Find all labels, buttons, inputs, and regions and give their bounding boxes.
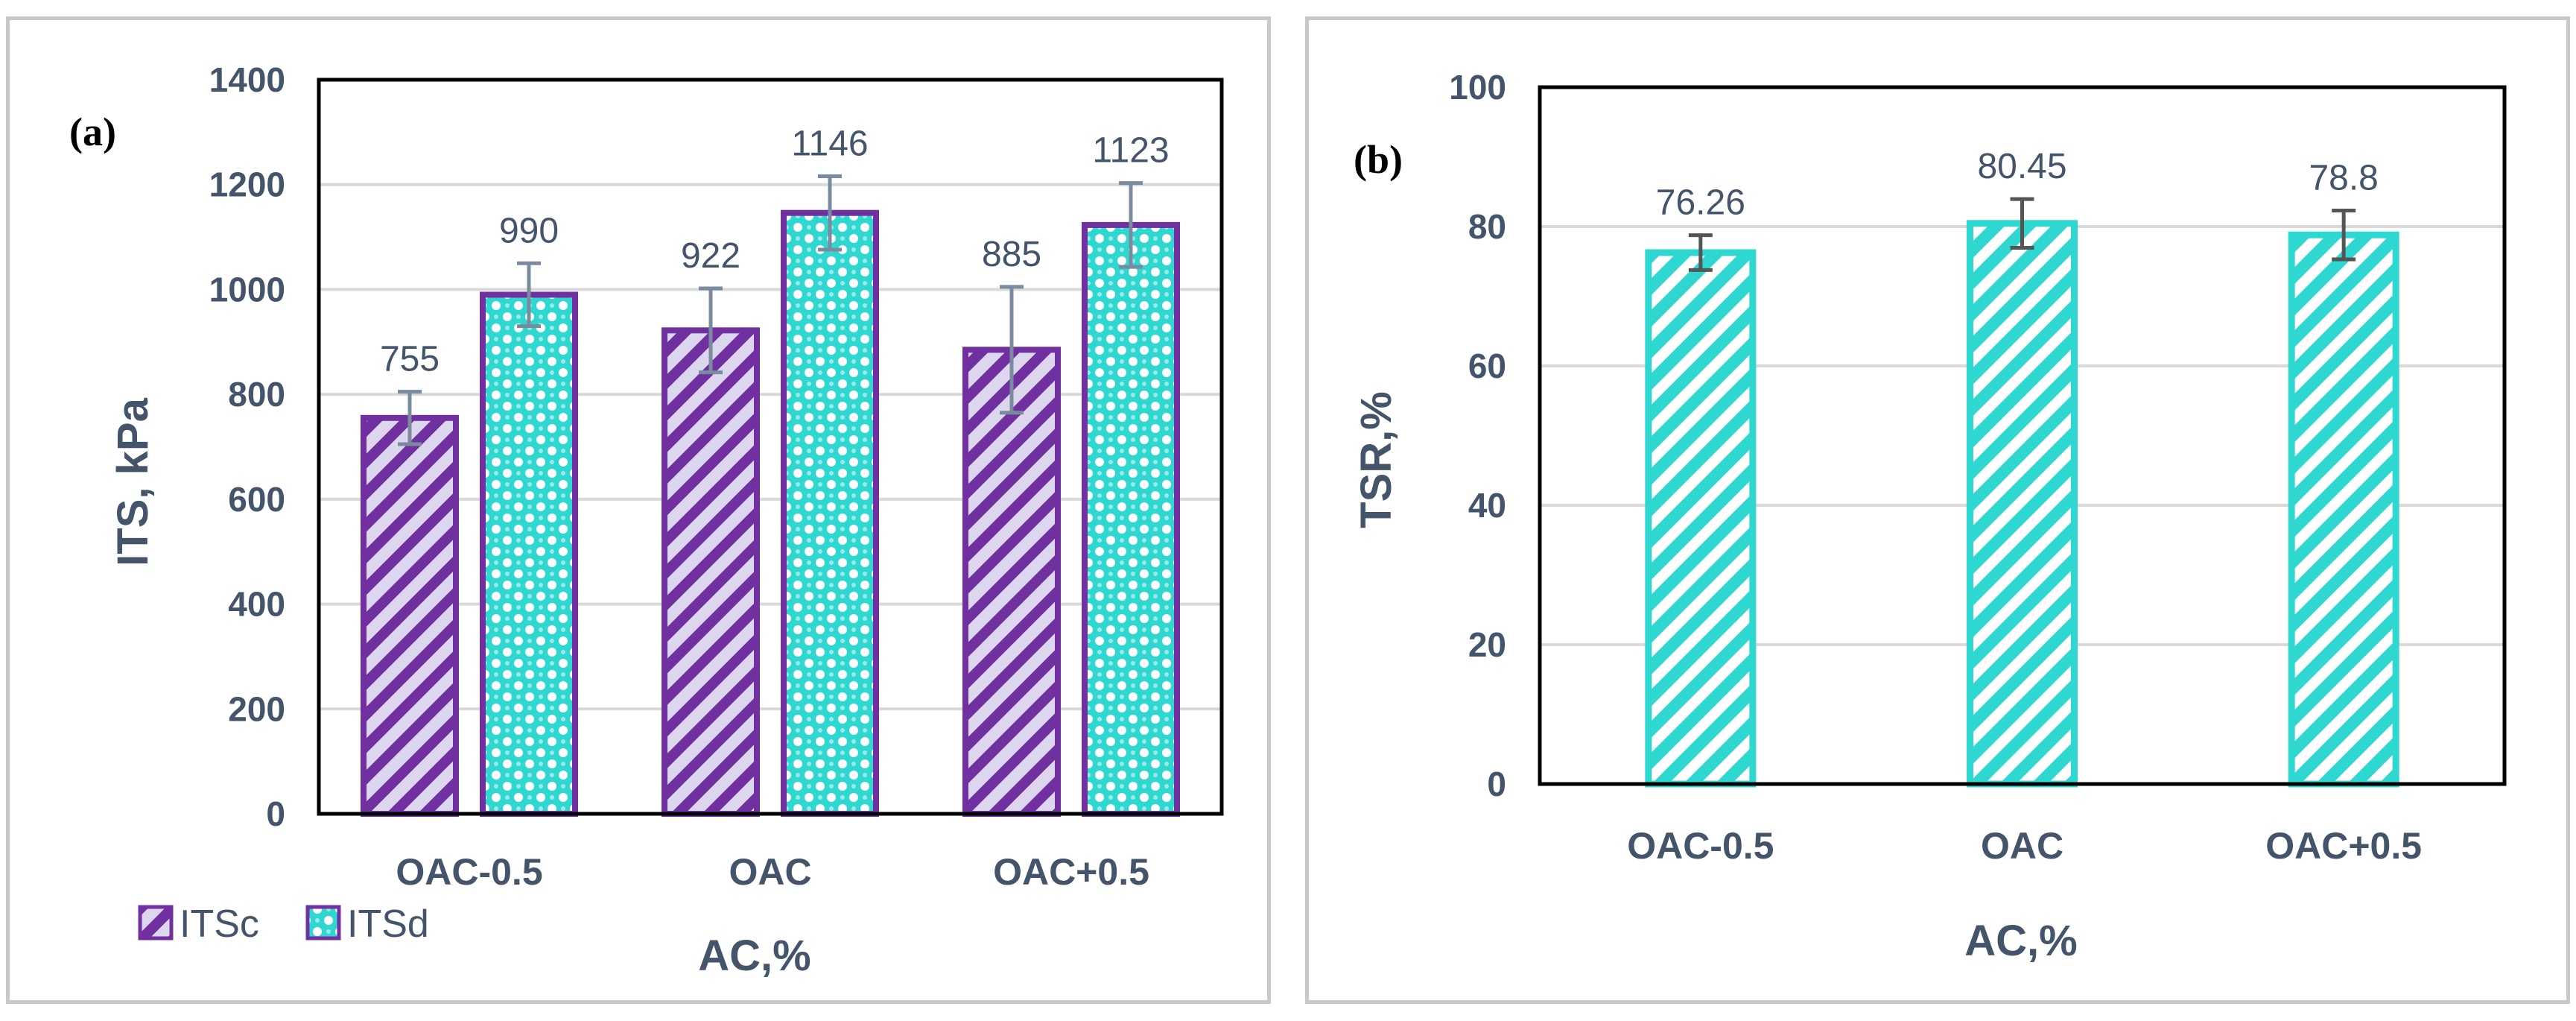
x-tick-label: OAC-0.5 — [396, 851, 542, 893]
y-tick-label: 1000 — [209, 270, 285, 309]
error-bar — [818, 174, 842, 252]
legend-swatch-itsd — [305, 905, 341, 941]
error-bar — [699, 286, 723, 375]
legend-swatch-itsc — [138, 905, 174, 941]
error-bar — [1119, 181, 1143, 269]
x-axis-title: AC,% — [698, 932, 810, 980]
y-tick-label: 40 — [1468, 486, 1506, 525]
y-tick-label: 1400 — [209, 60, 285, 99]
x-tick-label: OAC+0.5 — [993, 851, 1149, 893]
y-tick-label: 0 — [1487, 765, 1506, 803]
legend: ITSc ITSd — [138, 903, 429, 946]
y-tick-label: 600 — [228, 480, 285, 519]
data-label: 885 — [982, 235, 1041, 274]
chart-panel-a: 0 200 400 600 800 1000 1200 1400 OAC-0.5 OAC OAC+… — [6, 16, 1271, 1004]
chart-panel-b: 0 20 40 60 80 100 OAC-0.5 OAC OAC+0.5 76.26 80.4… — [1305, 16, 2570, 1004]
error-bar — [2332, 208, 2356, 262]
bar-itsd-oac-0.5 — [480, 291, 578, 817]
y-tick-label: 800 — [228, 375, 285, 414]
plot-area-frame — [317, 78, 1224, 816]
data-label: 990 — [499, 211, 559, 250]
bar-itsd-oac — [781, 209, 879, 817]
data-label: 1146 — [791, 124, 868, 163]
y-tick-label: 400 — [228, 585, 285, 624]
error-bar — [398, 390, 422, 446]
chart-b-svg: 0 20 40 60 80 100 OAC-0.5 OAC OAC+0.5 76.26 80.4… — [1352, 68, 2507, 965]
bar-itsc-oac+0.5 — [962, 347, 1061, 817]
panel-label: (a) — [69, 110, 116, 154]
x-axis-title: AC,% — [1964, 917, 2077, 965]
y-tick-label: 60 — [1468, 347, 1506, 385]
legend-label-itsc: ITSc — [180, 903, 259, 946]
x-tick-label: OAC — [729, 851, 811, 893]
y-tick-label: 100 — [1449, 68, 1506, 107]
bar-tsr-oac-0.5 — [1645, 249, 1757, 788]
y-tick-label: 200 — [228, 689, 285, 728]
error-bar — [1000, 285, 1024, 415]
y-tick-label: 80 — [1468, 207, 1506, 246]
x-tick-label: OAC-0.5 — [1627, 825, 1774, 867]
x-tick-label: OAC+0.5 — [2265, 825, 2422, 867]
bar-tsr-oac — [1967, 220, 2078, 788]
y-tick-label: 20 — [1468, 625, 1506, 664]
data-label: 78.8 — [2309, 158, 2378, 197]
y-axis-title: TSR,% — [1352, 391, 1400, 528]
error-bar — [1688, 233, 1713, 272]
x-tick-label: OAC — [1981, 825, 2063, 867]
plot-area-frame — [1538, 85, 2507, 786]
legend-label-itsd: ITSd — [347, 903, 429, 946]
data-label: 755 — [380, 340, 440, 379]
error-bar — [2010, 197, 2034, 250]
data-label: 80.45 — [1977, 147, 2066, 186]
bar-itsc-oac — [662, 327, 760, 817]
panel-label: (b) — [1354, 137, 1403, 182]
y-tick-label: 1200 — [209, 165, 285, 204]
bar-itsd-oac+0.5 — [1082, 221, 1180, 817]
y-axis-title: ITS, kPa — [109, 397, 157, 566]
y-tick-label: 0 — [266, 794, 285, 833]
data-label: 922 — [681, 236, 740, 276]
error-bar — [517, 261, 541, 329]
data-label: 1123 — [1092, 131, 1169, 171]
bar-itsc-oac-0.5 — [361, 414, 459, 817]
chart-a-svg: 0 200 400 600 800 1000 1200 1400 OAC-0.5 OAC OAC+… — [69, 60, 1224, 980]
data-label: 76.26 — [1656, 183, 1745, 223]
bar-tsr-oac+0.5 — [2288, 231, 2399, 788]
